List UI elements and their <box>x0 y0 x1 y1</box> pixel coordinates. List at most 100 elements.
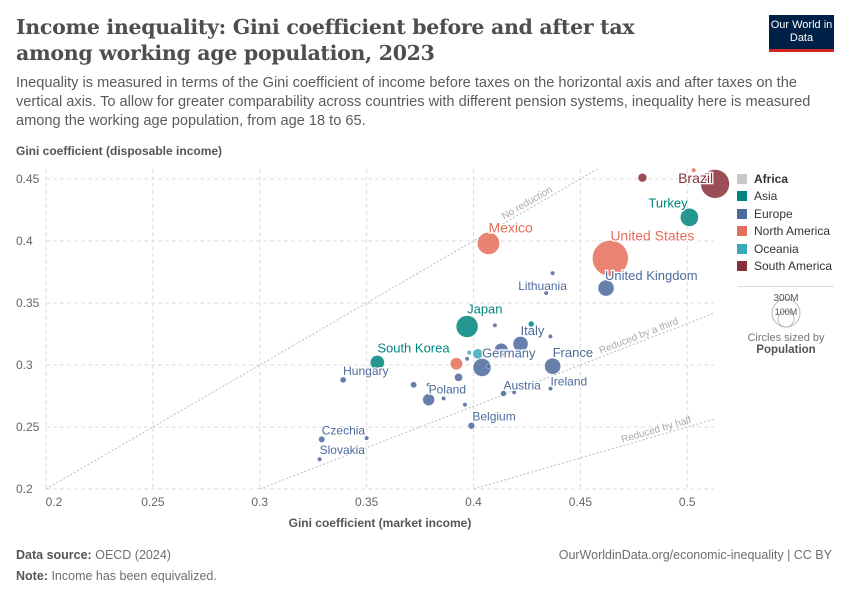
data-point-unlabeled <box>486 363 491 369</box>
data-point-mexico <box>477 232 500 255</box>
data-point-czechia <box>318 436 326 443</box>
data-point-germany <box>472 358 492 377</box>
x-tick-label: 0.45 <box>569 495 593 509</box>
data-label: Slovakia <box>320 443 366 457</box>
x-tick-label: 0.5 <box>679 495 696 509</box>
chart-subtitle: Inequality is measured in terms of the G… <box>16 75 811 129</box>
data-label: Poland <box>429 383 466 397</box>
legend-label: South America <box>754 259 833 274</box>
data-point-unlabeled <box>494 343 509 358</box>
source-label: Data source: <box>16 548 92 562</box>
data-point-unlabeled <box>450 357 463 371</box>
footer-note: Note: Income has been equivalized. <box>16 569 217 583</box>
reference-line <box>259 312 714 489</box>
legend-item-europe[interactable]: Europe <box>737 205 832 223</box>
data-point-hungary <box>339 376 347 384</box>
reference-line-label: No reduction <box>500 184 555 222</box>
data-point-unlabeled <box>462 402 468 408</box>
chart-title: Income inequality: Gini coefficient befo… <box>16 15 635 65</box>
data-point-unlabeled <box>364 435 370 441</box>
data-point-turkey <box>680 208 699 227</box>
legend-swatch <box>737 261 747 272</box>
data-point-poland <box>422 393 435 406</box>
y-axis-label: Gini coefficient (disposable income) <box>16 144 222 158</box>
data-point-unlabeled <box>550 270 556 276</box>
data-point-unlabeled <box>426 382 432 388</box>
data-label: France <box>553 345 593 360</box>
data-point-japan <box>455 315 479 338</box>
data-label: Japan <box>467 302 502 317</box>
x-tick-label: 0.35 <box>355 495 379 509</box>
source-link[interactable]: OECD (2024) <box>95 548 171 562</box>
data-label: Hungary <box>343 364 388 378</box>
note-label: Note: <box>16 569 48 583</box>
region-legend: Africa Asia Europe North America Oceania Sout… <box>737 170 832 275</box>
x-tick-label: 0.3 <box>251 495 268 509</box>
data-point-unlabeled <box>492 322 498 328</box>
data-point-unlabeled <box>511 389 517 395</box>
y-tick-label: 0.3 <box>16 358 33 372</box>
legend-item-south-america[interactable]: South America <box>737 258 832 276</box>
data-point-lithuania <box>543 290 549 296</box>
size-caption: Circles sized by <box>747 332 825 344</box>
legend-item-africa[interactable]: Africa <box>737 170 832 188</box>
y-tick-label: 0.25 <box>16 420 40 434</box>
data-label: South Korea <box>377 340 450 355</box>
size-legend-large: 300M <box>773 293 798 304</box>
data-label: Brazil <box>678 170 713 186</box>
legend-label: Europe <box>754 206 793 221</box>
data-point-slovakia <box>317 456 323 462</box>
data-point-unlabeled <box>691 167 697 173</box>
data-label: Italy <box>521 323 545 338</box>
data-point-belgium <box>467 422 475 430</box>
x-axis-label: Gini coefficient (market income) <box>289 516 472 530</box>
legend-item-north-america[interactable]: North America <box>737 223 832 241</box>
size-legend: 300M 100M Circles sized by Population <box>738 286 834 356</box>
data-point-italy <box>512 336 529 352</box>
data-point-unlabeled <box>441 396 446 401</box>
x-tick-label: 0.2 <box>46 495 63 509</box>
data-label: Austria <box>503 378 541 392</box>
data-point-united-states <box>592 240 629 277</box>
x-tick-label: 0.25 <box>141 495 165 509</box>
data-point-unlabeled <box>472 348 483 360</box>
legend-item-oceania[interactable]: Oceania <box>737 240 832 258</box>
logo-text: Our World in Data <box>770 19 833 44</box>
data-label: Turkey <box>648 195 688 210</box>
y-tick-label: 0.2 <box>16 482 33 496</box>
data-point-unlabeled <box>637 173 647 183</box>
legend-label: North America <box>754 224 831 239</box>
data-point-unlabeled <box>528 320 535 328</box>
reference-line <box>473 418 714 489</box>
data-label: Ireland <box>550 375 587 389</box>
data-point-france <box>544 357 561 375</box>
footer-url[interactable]: OurWorldinData.org/economic-inequality |… <box>558 548 832 562</box>
data-label: Lithuania <box>518 279 567 293</box>
legend-label: Asia <box>754 189 778 204</box>
reference-line-label: Reduced by a third <box>598 316 680 357</box>
y-tick-label: 0.4 <box>16 234 33 248</box>
legend-swatch <box>737 208 747 219</box>
data-label: Germany <box>482 345 536 360</box>
legend-item-asia[interactable]: Asia <box>737 188 832 206</box>
data-label: Belgium <box>472 410 515 424</box>
data-point-south-korea <box>370 355 385 370</box>
data-point-unlabeled <box>464 356 470 362</box>
x-tick-label: 0.4 <box>465 495 482 509</box>
legend-swatch <box>737 243 747 254</box>
data-point-ireland <box>548 386 553 391</box>
data-point-unlabeled <box>454 373 463 382</box>
data-point-united-kingdom <box>597 279 615 297</box>
size-legend-circles: 300M 100M <box>771 293 801 328</box>
note-text: Income has been equivalized. <box>51 569 217 583</box>
owid-logo[interactable]: Our World in Data <box>769 15 834 52</box>
data-point-unlabeled <box>466 350 472 355</box>
data-label: Mexico <box>488 219 533 235</box>
data-point-brazil <box>700 169 730 199</box>
legend-swatch <box>737 191 747 202</box>
data-label: Czechia <box>322 423 366 437</box>
legend-label: Oceania <box>754 241 799 256</box>
y-tick-label: 0.35 <box>16 296 40 310</box>
